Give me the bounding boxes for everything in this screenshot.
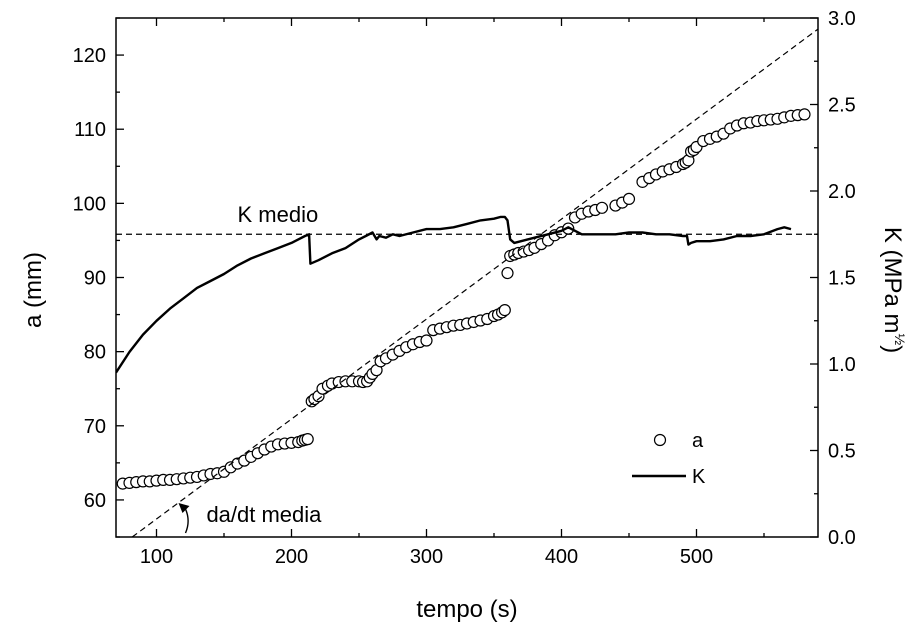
plot-frame [115, 17, 819, 538]
y-left-tick-label: 110 [74, 119, 106, 141]
y-right-tick-label: 2.5 [828, 95, 856, 117]
plot-area: 100 200 300 400 500 60 70 80 90 100 110 120 0.0 0.5 1.… [73, 8, 856, 568]
y-left-tick-label: 120 [73, 45, 106, 67]
series-a-point [798, 108, 811, 121]
y-axis-left-title: a (mm) [20, 252, 47, 328]
x-tick-label: 300 [410, 546, 443, 568]
y-left-tick-label: 80 [84, 342, 106, 364]
y-right-tick-label: 0.0 [828, 527, 856, 549]
annotation-k-medio: K medio [238, 202, 319, 227]
series-a-point [501, 266, 514, 280]
y-left-tick-label: 60 [84, 490, 106, 512]
angle-arc [184, 508, 189, 534]
annotation-dadt-media: da/dt media [206, 502, 322, 527]
y-left-tick-label: 70 [84, 416, 106, 438]
series-dadt-line [131, 28, 818, 537]
series-a-point [595, 201, 609, 214]
legend-a-marker [653, 433, 667, 447]
series-a-point [301, 433, 314, 446]
x-axis-title: tempo (s) [416, 596, 517, 623]
y-axis-right-title: K (MPa m½) [879, 227, 908, 353]
y-axis-right-title-main: K (MPa m [879, 227, 906, 334]
series-a-point [498, 304, 511, 317]
series-a-point [622, 192, 636, 206]
x-tick-label: 100 [140, 546, 173, 568]
series-a-point [420, 334, 433, 347]
y-left-tick-label: 90 [84, 268, 106, 290]
x-tick-label: 500 [680, 546, 713, 568]
angle-arrowhead [178, 503, 190, 513]
x-tick-label: 400 [545, 546, 578, 568]
y-axis-right-title-exponent: ½ [892, 334, 908, 346]
series-k-line [116, 215, 792, 374]
y-right-tick-label: 1.0 [828, 354, 856, 376]
x-tick-label: 200 [275, 546, 308, 568]
y-right-tick-label: 1.5 [828, 268, 856, 290]
svg-text:K (MPa m½): K (MPa m½) [879, 227, 908, 353]
y-right-tick-label: 0.5 [828, 441, 856, 463]
y-axis-right-title-close: ) [879, 345, 906, 353]
y-right-tick-label: 3.0 [828, 8, 856, 30]
legend-a-label: a [692, 430, 704, 452]
data-layer [116, 28, 818, 537]
y-right-tick-label: 2.0 [828, 181, 856, 203]
legend-k-label: K [692, 466, 706, 488]
legend: aK [632, 430, 706, 488]
y-left-tick-label: 100 [73, 193, 106, 215]
